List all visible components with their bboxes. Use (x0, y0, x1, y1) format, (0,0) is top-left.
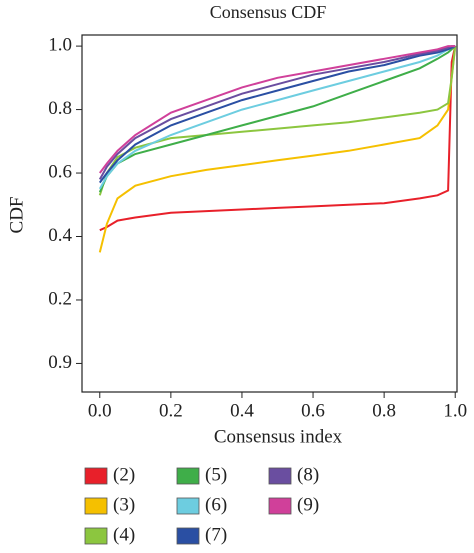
line-series (98, 45, 457, 253)
x-tick-label: 0.0 (88, 400, 112, 421)
y-tick-label: 0.4 (48, 225, 72, 246)
legend-swatch (84, 527, 108, 545)
y-axis-label: CDF (6, 197, 27, 234)
x-tick-label: 1.0 (443, 400, 467, 421)
line-series (98, 45, 456, 190)
line-series (99, 45, 457, 232)
legend-swatch (176, 467, 200, 485)
line-series (98, 45, 456, 174)
line-series (98, 45, 456, 180)
x-tick-label: 0.8 (372, 400, 396, 421)
plot-frame (81, 34, 458, 393)
x-tick-label: 0.6 (301, 400, 325, 421)
line-series (98, 45, 457, 196)
y-tick-label: 0.6 (48, 161, 72, 182)
legend-swatch (176, 527, 200, 545)
line-series (98, 45, 456, 184)
y-tick-label: 0.2 (48, 288, 72, 309)
legend-label: (4) (113, 524, 135, 545)
y-tick-label: 1.0 (48, 34, 72, 55)
legend-label: (3) (113, 494, 135, 515)
legend-swatch (268, 497, 292, 515)
legend-label: (5) (205, 464, 227, 485)
x-axis-label: Consensus index (214, 426, 343, 447)
x-tick-label: 0.4 (230, 400, 254, 421)
legend-label: (2) (113, 464, 135, 485)
legend-swatch (84, 467, 108, 485)
legend-swatch (84, 497, 108, 515)
y-tick-label: 0.9 (48, 352, 72, 373)
y-tick-label: 0.8 (48, 98, 72, 119)
legend-swatch (176, 497, 200, 515)
legend-label: (9) (297, 494, 319, 515)
legend-label: (6) (205, 494, 227, 515)
legend-swatch (268, 467, 292, 485)
x-tick-label: 0.2 (159, 400, 183, 421)
line-series (98, 45, 456, 193)
chart-title: Consensus CDF (210, 2, 327, 22)
legend-label: (7) (205, 524, 227, 545)
legend-label: (8) (297, 464, 319, 485)
